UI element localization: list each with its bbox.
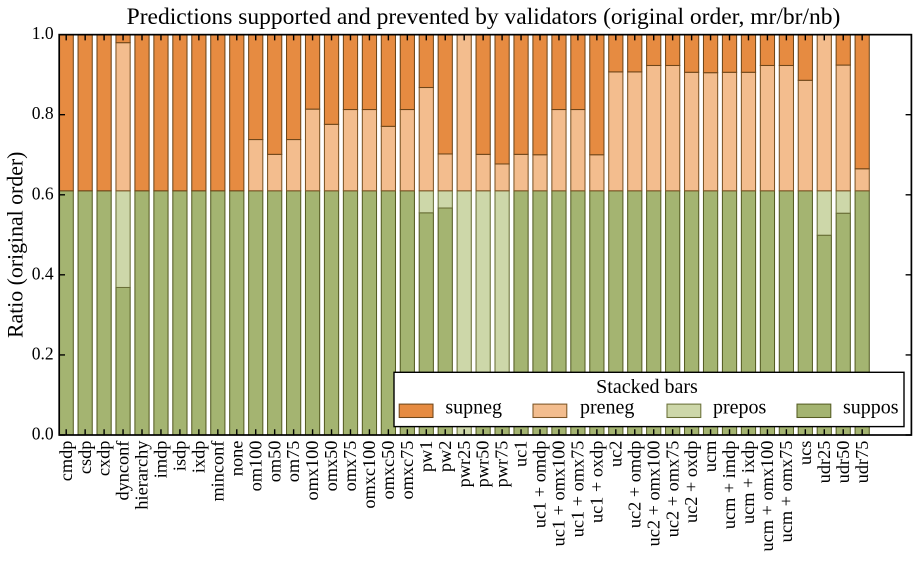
- svg-text:minconf: minconf: [207, 440, 227, 502]
- svg-text:prepos: prepos: [713, 397, 767, 419]
- svg-text:uc1 + omx75: uc1 + omx75: [568, 441, 588, 538]
- svg-text:Stacked bars: Stacked bars: [596, 376, 698, 398]
- svg-text:0.4: 0.4: [32, 263, 54, 283]
- svg-text:udr75: udr75: [852, 441, 872, 484]
- svg-text:ixdp: ixdp: [188, 441, 208, 474]
- svg-text:omx100: omx100: [302, 441, 322, 501]
- svg-text:supneg: supneg: [445, 397, 502, 419]
- svg-text:0.6: 0.6: [32, 183, 54, 203]
- svg-text:uc2 + omx100: uc2 + omx100: [643, 441, 663, 547]
- svg-text:pwr75: pwr75: [492, 441, 512, 488]
- svg-text:uc2 + oxdp: uc2 + oxdp: [681, 441, 701, 523]
- svg-text:uc1 + omdp: uc1 + omdp: [530, 441, 550, 528]
- svg-text:omx75: omx75: [340, 441, 360, 492]
- svg-text:hierarchy: hierarchy: [132, 440, 152, 510]
- svg-text:uc2 + omdp: uc2 + omdp: [624, 441, 644, 528]
- svg-text:om100: om100: [245, 441, 265, 492]
- svg-text:uc2 + omx75: uc2 + omx75: [662, 441, 682, 538]
- svg-text:omxc100: omxc100: [359, 441, 379, 509]
- svg-text:ucm: ucm: [700, 441, 720, 472]
- svg-text:cxdp: cxdp: [94, 441, 114, 477]
- svg-text:ucm + omx100: ucm + omx100: [757, 441, 777, 552]
- svg-text:omx50: omx50: [321, 441, 341, 492]
- svg-text:om50: om50: [264, 441, 284, 483]
- svg-text:ucm + ixdp: ucm + ixdp: [738, 441, 758, 524]
- svg-text:Predictions supported and prev: Predictions supported and prevented by v…: [127, 4, 841, 30]
- svg-text:dynconf: dynconf: [113, 440, 133, 501]
- svg-text:pw1: pw1: [416, 441, 436, 472]
- svg-text:preneg: preneg: [580, 397, 634, 419]
- svg-text:pwr25: pwr25: [454, 441, 474, 488]
- svg-text:0.2: 0.2: [32, 343, 54, 363]
- svg-text:ucs: ucs: [795, 441, 815, 465]
- svg-text:csdp: csdp: [75, 441, 95, 475]
- svg-text:uc1 + oxdp: uc1 + oxdp: [586, 441, 606, 523]
- svg-text:udr50: udr50: [833, 441, 853, 484]
- svg-text:uc1 + omx100: uc1 + omx100: [549, 441, 569, 547]
- svg-text:cmdp: cmdp: [56, 441, 76, 482]
- svg-text:ucm + imdp: ucm + imdp: [719, 441, 739, 530]
- svg-text:0.8: 0.8: [32, 103, 54, 123]
- svg-text:0.0: 0.0: [32, 424, 54, 444]
- svg-text:suppos: suppos: [843, 397, 899, 419]
- svg-text:uc2: uc2: [605, 441, 625, 467]
- svg-text:ucm + omx75: ucm + omx75: [776, 441, 796, 543]
- svg-text:uc1: uc1: [511, 441, 531, 467]
- svg-text:om75: om75: [283, 441, 303, 483]
- svg-text:isdp: isdp: [170, 441, 190, 471]
- svg-text:1.0: 1.0: [32, 23, 54, 43]
- svg-text:omxc50: omxc50: [378, 441, 398, 500]
- svg-text:udr25: udr25: [814, 441, 834, 484]
- svg-text:imdp: imdp: [151, 441, 171, 479]
- svg-text:Ratio (original order): Ratio (original order): [3, 152, 27, 338]
- svg-text:omxc75: omxc75: [397, 441, 417, 500]
- svg-text:pw2: pw2: [435, 441, 455, 472]
- svg-text:pwr50: pwr50: [473, 441, 493, 488]
- svg-text:none: none: [226, 441, 246, 477]
